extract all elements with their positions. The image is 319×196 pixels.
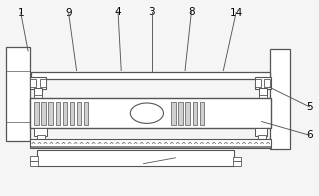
Bar — [37, 135, 45, 140]
Bar — [186, 102, 190, 125]
Bar — [48, 102, 53, 125]
Bar — [255, 77, 271, 89]
Text: 1: 1 — [18, 8, 24, 18]
Bar — [63, 102, 67, 125]
Bar — [70, 102, 74, 125]
Bar — [30, 156, 38, 161]
Text: 9: 9 — [65, 8, 72, 18]
Text: 4: 4 — [115, 7, 121, 17]
Bar — [264, 79, 270, 87]
Bar — [255, 79, 261, 87]
Bar — [179, 102, 183, 125]
Text: 3: 3 — [148, 7, 155, 17]
Bar — [56, 102, 60, 125]
Text: 5: 5 — [306, 102, 313, 112]
Text: 8: 8 — [188, 7, 195, 17]
Bar — [233, 161, 241, 166]
Bar — [258, 135, 266, 140]
Bar — [172, 102, 176, 125]
Bar — [200, 102, 204, 125]
Bar — [40, 79, 46, 87]
Bar — [34, 88, 42, 96]
Bar — [84, 102, 88, 125]
Bar — [34, 102, 39, 125]
Bar — [193, 102, 197, 125]
Bar — [270, 49, 290, 149]
Bar — [30, 139, 271, 148]
Bar — [34, 95, 42, 99]
Bar — [30, 79, 36, 87]
Bar — [259, 88, 267, 96]
Bar — [233, 157, 241, 161]
Circle shape — [130, 103, 164, 123]
Bar — [255, 128, 267, 136]
Bar — [30, 161, 38, 166]
Bar — [6, 47, 30, 141]
Bar — [41, 102, 46, 125]
Bar — [259, 95, 267, 99]
Bar — [37, 150, 234, 166]
Text: 6: 6 — [306, 130, 313, 140]
Bar — [31, 72, 270, 79]
Bar — [77, 102, 81, 125]
Bar — [34, 128, 47, 136]
Bar — [30, 98, 271, 128]
Text: 14: 14 — [229, 8, 243, 18]
Bar — [30, 77, 46, 89]
